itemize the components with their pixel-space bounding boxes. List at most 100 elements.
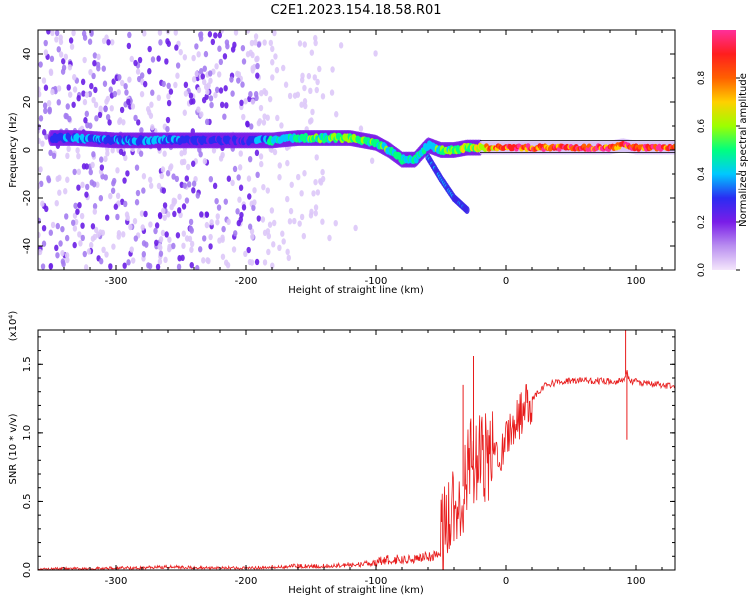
- noise-speck: [245, 30, 251, 34]
- noise-speck: [295, 91, 301, 98]
- noise-speck: [171, 242, 176, 250]
- noise-speck: [50, 30, 55, 37]
- noise-speck: [107, 119, 112, 126]
- noise-speck: [125, 170, 130, 177]
- noise-speck: [246, 175, 252, 182]
- noise-speck: [160, 229, 166, 237]
- noise-speck: [96, 53, 101, 61]
- noise-speck: [103, 155, 108, 163]
- noise-speck: [164, 58, 169, 65]
- noise-speck: [113, 203, 119, 210]
- noise-speck: [134, 199, 140, 206]
- noise-speck: [238, 184, 244, 191]
- noise-speck: [256, 215, 261, 222]
- noise-speck: [46, 99, 52, 107]
- noise-speck: [173, 30, 178, 36]
- noise-speck: [165, 116, 171, 124]
- noise-speck: [222, 113, 227, 120]
- noise-speck: [218, 87, 224, 94]
- noise-speck: [143, 80, 148, 88]
- spectrogram-x-axis-label: Height of straight line (km): [288, 285, 424, 296]
- noise-speck: [302, 84, 307, 92]
- noise-speck: [334, 111, 339, 118]
- noise-speck: [110, 187, 116, 194]
- noise-speck: [92, 208, 98, 215]
- noise-speck: [81, 163, 87, 170]
- noise-speck: [301, 232, 307, 240]
- noise-speck: [296, 173, 301, 181]
- noise-speck: [226, 175, 232, 182]
- noise-speck: [58, 51, 64, 58]
- noise-speck: [90, 161, 95, 169]
- noise-speck: [297, 220, 302, 227]
- noise-speck: [76, 168, 82, 176]
- noise-speck: [177, 255, 182, 262]
- noise-speck: [123, 154, 128, 162]
- noise-speck: [70, 219, 76, 226]
- noise-speck: [191, 160, 196, 167]
- noise-speck: [221, 225, 226, 233]
- colorbar-tick-label: 0.8: [697, 71, 707, 86]
- noise-speck: [84, 110, 90, 118]
- noise-speck: [111, 243, 116, 250]
- noise-speck: [41, 224, 47, 232]
- noise-speck: [156, 182, 162, 190]
- noise-speck: [138, 150, 144, 157]
- noise-speck: [313, 34, 318, 42]
- noise-speck: [157, 212, 163, 219]
- noise-speck: [191, 76, 197, 83]
- noise-speck: [333, 219, 338, 227]
- noise-speck: [38, 123, 41, 131]
- noise-speck: [195, 192, 201, 199]
- noise-speck: [88, 68, 93, 76]
- noise-speck: [67, 91, 73, 98]
- noise-speck: [249, 228, 255, 235]
- figure-title: C2E1.2023.154.18.58.R01: [270, 3, 441, 18]
- noise-speck: [65, 103, 70, 110]
- noise-speck: [43, 107, 48, 115]
- colorbar-bar: [712, 30, 736, 270]
- y-tick-label: 0.5: [22, 493, 33, 509]
- noise-speck: [65, 176, 70, 183]
- noise-speck: [189, 98, 194, 105]
- noise-speck: [166, 82, 171, 89]
- snr-y-multiplier-label: (x10⁴): [8, 311, 19, 342]
- noise-speck: [167, 165, 173, 172]
- noise-speck: [38, 115, 44, 122]
- noise-speck: [65, 152, 70, 160]
- noise-speck: [48, 263, 53, 270]
- noise-speck: [288, 207, 294, 215]
- noise-speck: [248, 90, 253, 98]
- noise-speck: [241, 204, 247, 211]
- noise-speck: [267, 95, 273, 103]
- noise-speck: [60, 68, 66, 75]
- noise-speck: [38, 248, 43, 256]
- noise-speck: [77, 231, 82, 238]
- spectrogram-ridge-layer: [48, 130, 675, 214]
- noise-speck: [213, 32, 218, 39]
- noise-speck: [76, 184, 81, 191]
- noise-speck: [272, 30, 277, 37]
- noise-speck: [233, 30, 239, 36]
- noise-speck: [56, 99, 61, 106]
- noise-speck: [285, 248, 290, 256]
- noise-speck: [67, 115, 72, 123]
- noise-speck: [102, 80, 108, 87]
- noise-speck: [105, 113, 111, 121]
- noise-speck: [38, 166, 43, 173]
- noise-speck: [60, 249, 65, 257]
- noise-speck: [98, 105, 103, 112]
- noise-speck: [48, 149, 53, 157]
- noise-speck: [108, 86, 113, 93]
- noise-speck: [147, 45, 152, 53]
- noise-speck: [139, 210, 145, 217]
- noise-speck: [166, 93, 171, 100]
- noise-speck: [245, 121, 250, 128]
- noise-speck: [136, 75, 142, 83]
- noise-speck: [48, 229, 54, 236]
- noise-speck: [38, 61, 43, 68]
- noise-speck: [260, 216, 266, 223]
- noise-speck: [65, 256, 70, 264]
- noise-speck: [73, 202, 78, 209]
